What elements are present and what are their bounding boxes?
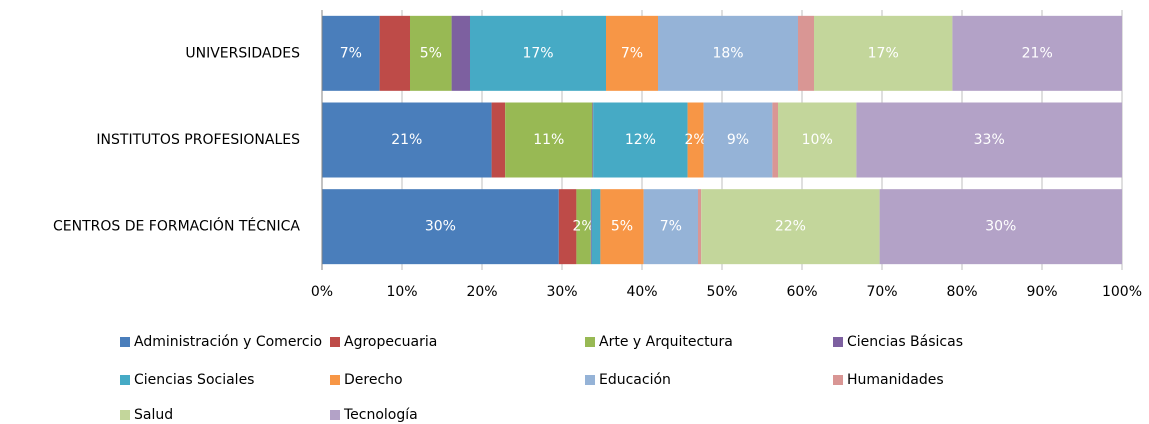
bar-segment (558, 189, 577, 265)
bar-segment (879, 189, 1122, 265)
bar-segment (592, 102, 594, 178)
bar-segment (322, 102, 492, 178)
value-label: 33% (974, 132, 1005, 148)
value-label: 30% (985, 219, 1016, 235)
y-tick-label: UNIVERSIDADES (185, 45, 300, 61)
bar-segment (606, 15, 658, 91)
bar-segment (778, 102, 857, 178)
bar-segment (576, 189, 591, 265)
bar-segment (379, 15, 410, 91)
bar-segment (772, 102, 778, 178)
bar-segment (952, 15, 1122, 91)
value-label: 30% (425, 219, 456, 235)
value-label: 22% (775, 219, 806, 235)
bar-segment (698, 189, 702, 265)
x-tick-label: 0% (311, 284, 333, 300)
y-tick-label: INSTITUTOS PROFESIONALES (96, 132, 300, 148)
bar-segment (451, 15, 470, 91)
value-label: 18% (712, 45, 743, 61)
legend-label: Humanidades (847, 372, 944, 388)
bar-segment (322, 189, 559, 265)
bar-segment (505, 102, 593, 178)
bar-segment (643, 189, 698, 265)
bar-segment (701, 189, 880, 265)
value-label: 5% (611, 219, 633, 235)
legend-swatch (330, 375, 340, 385)
legend-label: Arte y Arquitectura (599, 334, 733, 350)
bar-segment (470, 15, 606, 91)
x-tick-label: 80% (946, 284, 977, 300)
x-tick-label: 90% (1026, 284, 1057, 300)
legend-label: Ciencias Sociales (134, 372, 254, 388)
legend-swatch (330, 337, 340, 347)
value-label: 10% (802, 132, 833, 148)
value-label: 17% (868, 45, 899, 61)
bar-segment (491, 102, 506, 178)
bar-segment (593, 102, 688, 178)
bar-segment (322, 15, 380, 91)
legend-label: Agropecuaria (344, 334, 437, 350)
legend-label: Salud (134, 407, 173, 423)
bar-segment (703, 102, 773, 178)
bar-segment (658, 15, 798, 91)
y-tick-label: CENTROS DE FORMACIÓN TÉCNICA (53, 217, 300, 235)
value-label: 7% (621, 45, 643, 61)
bar-segment (856, 102, 1122, 178)
value-label: 12% (625, 132, 656, 148)
legend-swatch (120, 375, 130, 385)
x-tick-label: 50% (706, 284, 737, 300)
legend-label: Administración y Comercio (134, 334, 322, 350)
value-label: 21% (391, 132, 422, 148)
legend-swatch (585, 375, 595, 385)
value-label: 9% (727, 132, 749, 148)
value-label: 2% (684, 132, 706, 148)
x-tick-label: 20% (466, 284, 497, 300)
bar-segment (591, 189, 601, 265)
legend-label: Derecho (344, 372, 403, 388)
legend-label: Educación (599, 372, 671, 388)
bar-segment (410, 15, 452, 91)
x-tick-label: 60% (786, 284, 817, 300)
bar-segment (814, 15, 953, 91)
legend-swatch (833, 375, 843, 385)
bar-segment (798, 15, 814, 91)
value-label: 17% (522, 45, 553, 61)
value-label: 21% (1022, 45, 1053, 61)
value-label: 7% (660, 219, 682, 235)
legend-swatch (833, 337, 843, 347)
legend-label: Tecnología (343, 407, 418, 423)
bar-segment (590, 189, 592, 265)
legend-swatch (585, 337, 595, 347)
legend-swatch (120, 337, 130, 347)
x-tick-label: 30% (546, 284, 577, 300)
value-label: 5% (420, 45, 442, 61)
legend-swatch (330, 410, 340, 420)
legend-swatch (120, 410, 130, 420)
bar-segment (600, 189, 644, 265)
x-tick-label: 10% (386, 284, 417, 300)
value-label: 7% (340, 45, 362, 61)
value-label: 11% (533, 132, 564, 148)
value-label: 2% (572, 219, 594, 235)
bar-segment (687, 102, 704, 178)
x-tick-label: 70% (866, 284, 897, 300)
x-tick-label: 100% (1102, 284, 1142, 300)
x-tick-label: 40% (626, 284, 657, 300)
legend-label: Ciencias Básicas (847, 334, 963, 350)
